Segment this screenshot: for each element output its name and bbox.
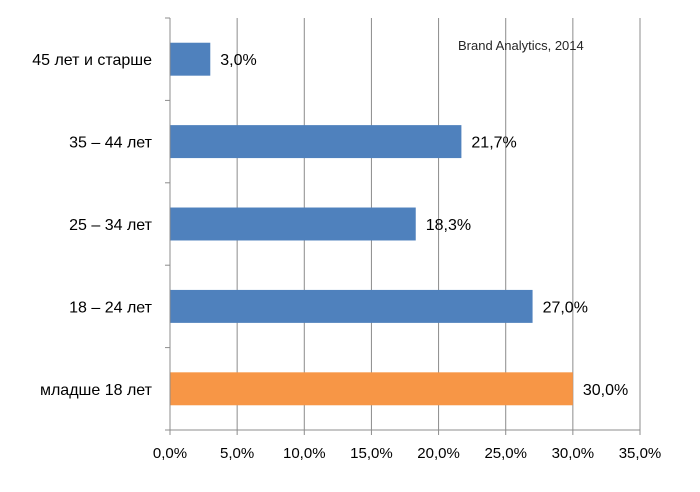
data-label: 30,0% — [583, 382, 628, 399]
axes — [165, 17, 641, 435]
x-tick-label: 30,0% — [552, 445, 595, 462]
x-tick-label: 10,0% — [283, 445, 326, 462]
category-label: 25 – 34 лет — [69, 217, 153, 234]
bar — [170, 207, 416, 241]
bar — [170, 289, 533, 323]
x-tick-label: 0,0% — [153, 445, 187, 462]
bar — [170, 125, 462, 159]
x-tick-label: 20,0% — [417, 445, 460, 462]
data-label: 27,0% — [543, 299, 588, 316]
chart-annotation: Brand Analytics, 2014 — [458, 38, 584, 53]
category-label: младше 18 лет — [40, 382, 153, 399]
x-tick-label: 5,0% — [220, 445, 254, 462]
data-label: 3,0% — [220, 52, 256, 69]
data-label: 21,7% — [471, 135, 516, 152]
bars — [170, 42, 573, 406]
x-tick-label: 25,0% — [484, 445, 527, 462]
category-label: 45 лет и старше — [32, 52, 152, 69]
bar — [170, 372, 573, 406]
x-tick-label: 35,0% — [619, 445, 662, 462]
category-label: 35 – 44 лет — [69, 135, 153, 152]
category-label: 18 – 24 лет — [69, 299, 153, 316]
bar — [170, 42, 211, 76]
x-tick-label: 15,0% — [350, 445, 393, 462]
labels: 0,0% 5,0% 10,0% 15,0% 20,0% 25,0% 30,0% 35,0% 45… — [32, 52, 661, 462]
data-label: 18,3% — [426, 217, 471, 234]
